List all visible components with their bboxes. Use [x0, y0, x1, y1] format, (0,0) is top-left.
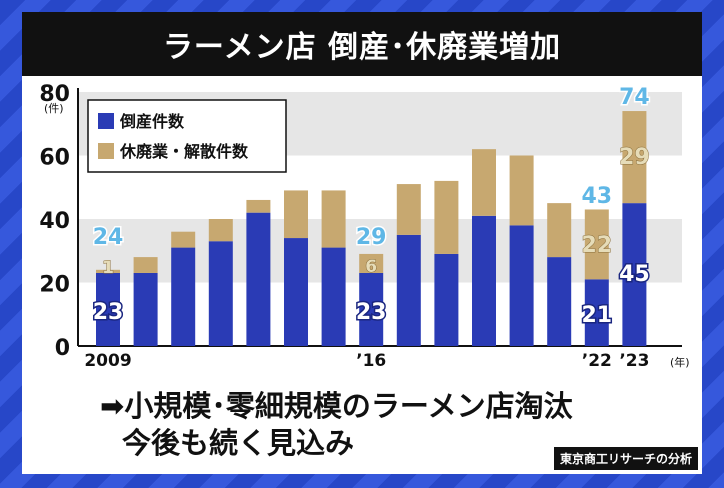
x-tick-label: ’23 [619, 351, 649, 371]
bar-closure [284, 190, 308, 239]
bar-closure [359, 253, 384, 273]
closure-label: 29 [619, 145, 650, 170]
legend-box [87, 99, 287, 173]
bar-bankruptcy [472, 215, 496, 346]
legend-swatch-closure [98, 143, 114, 159]
total-label: 74 [619, 85, 650, 110]
x-unit-label: (年) [670, 355, 690, 369]
y-tick-label: 80 [39, 82, 70, 107]
closure-label: 1 [102, 258, 114, 278]
closure-label: 6 [365, 257, 377, 277]
bar-closure [208, 219, 233, 242]
caption-text-1: 小規模･零細規模のラーメン店淘汰 [124, 389, 573, 423]
bar-closure [321, 190, 346, 248]
bar-bankruptcy [246, 212, 271, 346]
bar-closure [133, 257, 158, 273]
x-tick-label: ’16 [356, 351, 386, 371]
bar-bankruptcy [321, 247, 346, 346]
source-label: 東京商工リサーチの分析 [553, 447, 698, 470]
bar-bankruptcy [509, 225, 534, 346]
legend-label-closure: 休廃業・解散件数 [119, 142, 249, 161]
bar-closure [434, 180, 459, 254]
bankruptcy-label: 45 [619, 262, 650, 287]
y-tick-label: 20 [39, 273, 70, 298]
bar-bankruptcy [359, 272, 384, 346]
caption-line-1: ➡小規模･零細規模のラーメン店淘汰 [100, 383, 573, 425]
y-unit-label: (件) [44, 102, 64, 115]
bar-bankruptcy [208, 241, 233, 346]
bar-closure [584, 209, 609, 280]
bar-closure [547, 203, 572, 258]
arrow-icon: ➡ [100, 389, 125, 423]
y-tick-label: 60 [39, 146, 70, 171]
bar-closure [622, 111, 647, 204]
total-label: 24 [93, 225, 124, 250]
x-tick-label: 2009 [84, 351, 131, 371]
bar-closure [246, 199, 271, 213]
x-tick-label: ’22 [582, 351, 612, 371]
page-title: ラーメン店 倒産･休廃業増加 [22, 12, 702, 76]
bar-bankruptcy [547, 257, 572, 346]
bar-closure [96, 269, 120, 273]
bar-bankruptcy [622, 203, 647, 346]
bar-bankruptcy [584, 279, 609, 346]
bankruptcy-label: 21 [581, 303, 612, 328]
total-label: 29 [356, 225, 387, 250]
bar-bankruptcy [284, 238, 308, 346]
bankruptcy-label: 23 [93, 300, 124, 325]
bar-bankruptcy [434, 253, 459, 346]
legend-swatch-bankruptcy [98, 113, 114, 129]
legend-label-bankruptcy: 倒産件数 [119, 112, 185, 131]
bar-bankruptcy [133, 272, 158, 346]
caption-line-2: 今後も続く見込み [122, 426, 355, 460]
y-tick-label: 40 [39, 209, 70, 234]
bar-closure [171, 231, 196, 248]
bar-closure [509, 155, 534, 226]
bar-bankruptcy [396, 234, 421, 346]
total-label: 43 [581, 184, 612, 209]
bar-closure [472, 149, 496, 216]
closure-label: 22 [581, 233, 612, 258]
y-tick-label: 0 [55, 336, 70, 361]
bar-bankruptcy [171, 247, 196, 346]
bankruptcy-label: 23 [356, 300, 387, 325]
bar-bankruptcy [96, 272, 120, 346]
bar-closure [396, 184, 421, 235]
